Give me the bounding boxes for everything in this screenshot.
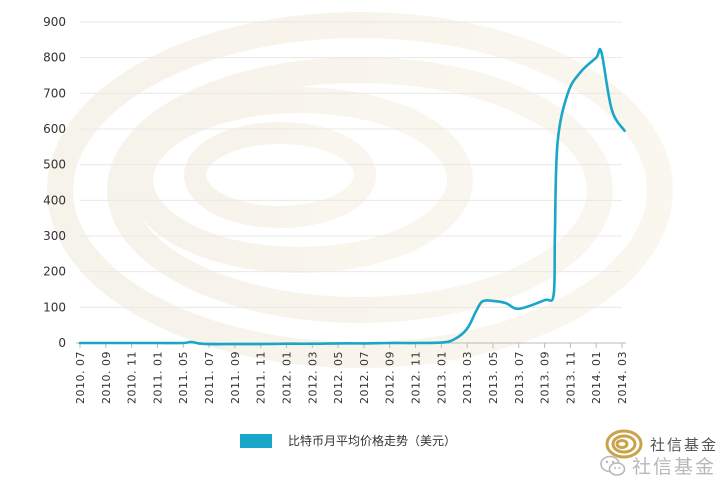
wechat-watermark: 社信基金: [600, 452, 716, 479]
y-tick-label: 900: [43, 15, 66, 29]
brand-logo: 社信基金: [604, 424, 718, 464]
x-tick-label: 2014. 01: [590, 351, 603, 404]
legend-label: 比特币月平均价格走势（美元）: [288, 434, 457, 448]
x-tick-label: 2013. 05: [487, 351, 500, 404]
x-tick-label: 2010. 09: [100, 351, 113, 404]
y-tick-label: 400: [43, 193, 66, 207]
brand-mark-icon: [605, 429, 643, 459]
x-tick-label: 2011. 01: [151, 351, 164, 404]
x-tick-label: 2011. 07: [203, 351, 216, 404]
x-tick-label: 2013. 01: [435, 351, 448, 404]
series-line: [78, 47, 626, 346]
legend-swatch: [240, 433, 272, 448]
y-tick-label: 700: [43, 86, 66, 100]
x-tick-label: 2013. 03: [461, 351, 474, 404]
x-tick-label: 2012. 03: [306, 351, 319, 404]
wechat-icon: [600, 455, 626, 476]
x-tick-label: 2013. 07: [513, 351, 526, 404]
y-tick-label: 0: [58, 336, 66, 350]
x-tick-label: 2010. 11: [126, 351, 139, 404]
x-tick-label: 2014. 03: [616, 351, 629, 404]
series-layer: [78, 47, 626, 346]
x-tick-label: 2011. 11: [255, 351, 268, 404]
y-tick-label: 800: [43, 51, 66, 65]
x-tick-label: 2012. 01: [280, 351, 293, 404]
x-tick-label: 2012. 09: [384, 351, 397, 404]
x-tick-label: 2013. 09: [539, 351, 552, 404]
watermark-text: 社信基金: [631, 456, 716, 478]
x-tick-label: 2011. 05: [177, 351, 190, 404]
y-tick-label: 200: [43, 265, 66, 279]
y-tick-label: 300: [43, 229, 66, 243]
x-tick-label: 2012. 11: [410, 351, 423, 404]
y-tick-label: 100: [43, 300, 66, 314]
x-tick-label: 2013. 11: [564, 351, 577, 404]
x-tick-label: 2010. 07: [74, 351, 87, 404]
grid-lines: [80, 21, 622, 308]
y-axis: 0 100 200 300 400 500 600 700 800 900: [43, 15, 66, 350]
y-tick-label: 600: [43, 122, 66, 136]
x-tick-label: 2011. 09: [229, 351, 242, 404]
x-tick-label: 2012. 05: [332, 351, 345, 404]
background-watermark: [47, 12, 673, 368]
brand-name: 社信基金: [649, 435, 718, 454]
y-tick-label: 500: [43, 158, 66, 172]
legend: 比特币月平均价格走势（美元）: [240, 432, 456, 449]
x-tick-label: 2012. 07: [358, 351, 371, 404]
